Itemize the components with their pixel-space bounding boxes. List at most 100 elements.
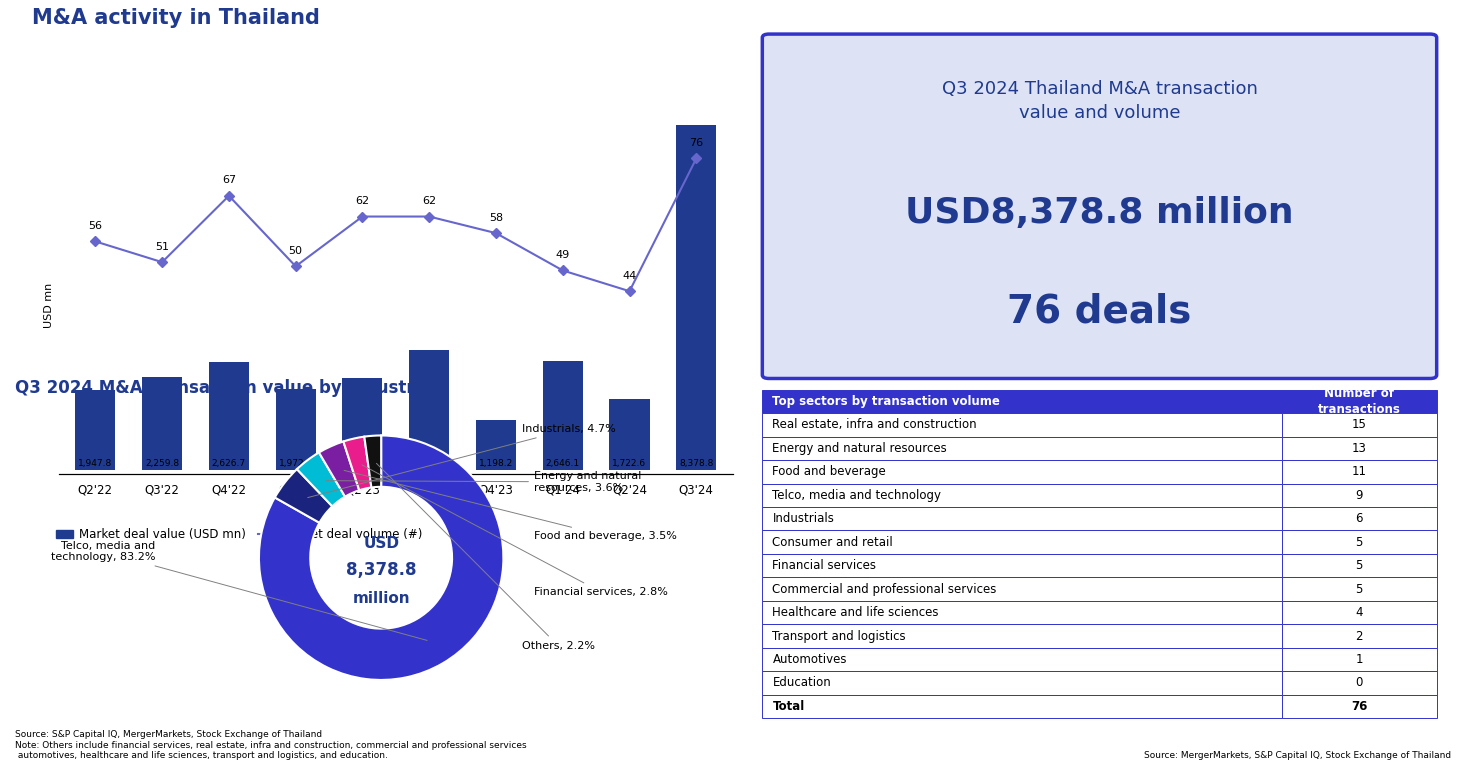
Text: Industrials, 4.7%: Industrials, 4.7% — [308, 424, 616, 497]
Text: 5: 5 — [1356, 536, 1363, 549]
Text: 0: 0 — [1356, 676, 1363, 689]
Text: 1,947.8: 1,947.8 — [78, 459, 113, 468]
Text: 11: 11 — [1352, 465, 1366, 478]
Bar — [1281, 554, 1437, 578]
Text: Q3 2024 Thailand M&A transaction
value and volume: Q3 2024 Thailand M&A transaction value a… — [941, 80, 1258, 121]
Bar — [762, 413, 1281, 436]
Text: Others, 2.2%: Others, 2.2% — [377, 463, 595, 651]
Text: Transport and logistics: Transport and logistics — [773, 630, 906, 643]
Bar — [1281, 507, 1437, 530]
Bar — [1281, 648, 1437, 672]
Bar — [276, 389, 315, 470]
Bar — [1281, 672, 1437, 694]
Bar — [762, 530, 1281, 554]
Bar — [762, 460, 1281, 484]
Bar — [1281, 530, 1437, 554]
Text: 2: 2 — [1356, 630, 1363, 643]
Text: 2,902.1: 2,902.1 — [412, 459, 446, 468]
Bar — [409, 351, 449, 470]
Text: 76: 76 — [1352, 700, 1368, 713]
Text: Financial services: Financial services — [773, 559, 877, 572]
Text: Source: MergerMarkets, S&P Capital IQ, Stock Exchange of Thailand: Source: MergerMarkets, S&P Capital IQ, S… — [1145, 751, 1451, 760]
Bar — [476, 420, 516, 470]
Text: Healthcare and life sciences: Healthcare and life sciences — [773, 606, 938, 619]
Bar — [208, 361, 249, 470]
Wedge shape — [343, 437, 371, 490]
Bar — [343, 377, 383, 470]
Text: 76 deals: 76 deals — [1007, 293, 1192, 331]
Bar — [762, 554, 1281, 578]
Text: 56: 56 — [88, 221, 103, 231]
Text: 8,378.8: 8,378.8 — [346, 561, 416, 579]
Bar — [1281, 390, 1437, 413]
Text: million: million — [352, 591, 410, 606]
Bar — [1281, 484, 1437, 507]
Text: Energy and natural
resources, 3.6%: Energy and natural resources, 3.6% — [325, 471, 641, 493]
Text: Number of
transactions: Number of transactions — [1318, 387, 1400, 416]
Text: 1,198.2: 1,198.2 — [479, 459, 513, 468]
Text: Source: S&P Capital IQ, MergerMarkets, Stock Exchange of Thailand
Note: Others i: Source: S&P Capital IQ, MergerMarkets, S… — [15, 730, 526, 760]
Text: USD: USD — [364, 536, 399, 551]
Bar — [762, 436, 1281, 460]
Bar — [1281, 578, 1437, 601]
Text: Telco, media and
technology, 83.2%: Telco, media and technology, 83.2% — [50, 541, 427, 640]
Text: USD8,378.8 million: USD8,378.8 million — [905, 196, 1294, 230]
Text: Energy and natural resources: Energy and natural resources — [773, 442, 947, 455]
Text: 50: 50 — [289, 246, 302, 256]
Wedge shape — [259, 435, 503, 680]
Bar — [1281, 436, 1437, 460]
Text: Financial services, 2.8%: Financial services, 2.8% — [362, 465, 668, 597]
Bar — [75, 390, 116, 470]
Legend: Market deal value (USD mn), Market deal volume (#): Market deal value (USD mn), Market deal … — [51, 523, 427, 546]
Wedge shape — [274, 469, 333, 523]
Bar — [762, 694, 1281, 718]
Text: 6: 6 — [1356, 512, 1363, 525]
Text: M&A activity in Thailand: M&A activity in Thailand — [32, 8, 320, 28]
Bar — [762, 601, 1281, 624]
Text: 62: 62 — [422, 196, 437, 206]
Text: 5: 5 — [1356, 583, 1363, 596]
Text: Education: Education — [773, 676, 831, 689]
Text: 49: 49 — [556, 250, 570, 260]
Bar — [762, 507, 1281, 530]
Bar — [1281, 694, 1437, 718]
Text: 5: 5 — [1356, 559, 1363, 572]
Text: 15: 15 — [1352, 419, 1366, 432]
Text: 8,378.8: 8,378.8 — [679, 459, 714, 468]
Text: Food and beverage, 3.5%: Food and beverage, 3.5% — [345, 471, 677, 541]
Bar — [676, 125, 717, 470]
Text: Q3 2024 M&A Transaction value by industry: Q3 2024 M&A Transaction value by industr… — [15, 379, 425, 397]
Bar — [762, 484, 1281, 507]
Text: 62: 62 — [355, 196, 369, 206]
Text: 51: 51 — [155, 241, 169, 252]
Bar — [1281, 624, 1437, 648]
Wedge shape — [320, 442, 359, 497]
Bar — [762, 648, 1281, 672]
Text: Total: Total — [773, 700, 805, 713]
Text: 2,626.7: 2,626.7 — [211, 459, 246, 468]
Text: 67: 67 — [221, 176, 236, 186]
Bar — [610, 399, 649, 470]
Text: USD mn: USD mn — [44, 283, 54, 328]
Text: 2,259.8: 2,259.8 — [145, 459, 179, 468]
Bar — [1281, 460, 1437, 484]
Text: 1,722.6: 1,722.6 — [613, 459, 647, 468]
Text: 13: 13 — [1352, 442, 1366, 455]
Text: 4: 4 — [1356, 606, 1363, 619]
Wedge shape — [365, 435, 381, 487]
Bar — [762, 672, 1281, 694]
Bar — [542, 361, 583, 470]
Text: 76: 76 — [689, 138, 704, 148]
Text: Commercial and professional services: Commercial and professional services — [773, 583, 997, 596]
Text: 2,233.9: 2,233.9 — [346, 459, 380, 468]
Text: Automotives: Automotives — [773, 653, 847, 666]
Bar — [762, 390, 1281, 413]
Bar — [762, 578, 1281, 601]
Text: 1,972.3: 1,972.3 — [279, 459, 312, 468]
FancyBboxPatch shape — [762, 34, 1437, 378]
Text: Food and beverage: Food and beverage — [773, 465, 885, 478]
Text: Industrials: Industrials — [773, 512, 834, 525]
Text: 9: 9 — [1356, 489, 1363, 502]
Wedge shape — [298, 452, 345, 507]
Bar — [762, 624, 1281, 648]
